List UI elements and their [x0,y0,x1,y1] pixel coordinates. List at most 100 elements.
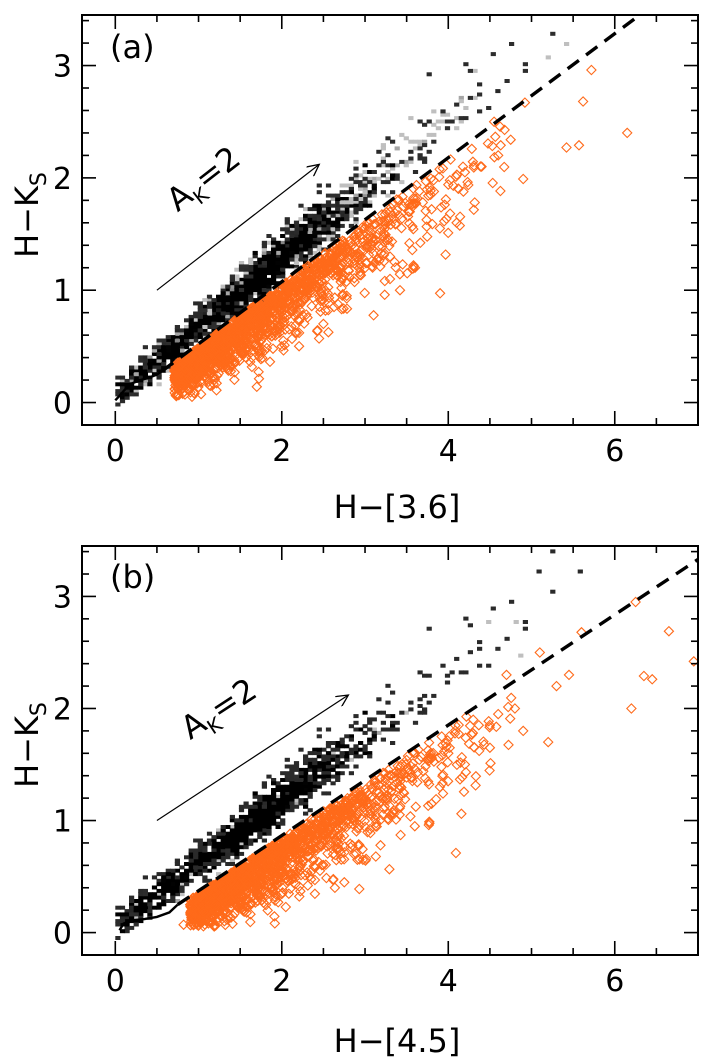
density-cell [303,757,309,762]
density-cell [151,892,158,897]
density-cell [303,207,309,212]
excess-source-marker [210,344,221,356]
excess-source-marker [357,854,369,866]
y-tick-label: 1 [53,805,72,840]
density-cell [321,778,327,782]
density-cell [119,392,126,397]
density-cell [261,257,267,262]
excess-source-marker [299,843,311,855]
density-cell [298,791,304,796]
density-cell [225,855,231,860]
density-cell [266,774,272,779]
excess-source-marker [256,855,267,867]
density-cell [179,335,185,340]
density-cell [211,862,217,866]
density-cell [348,183,354,188]
density-cell [216,855,222,860]
density-cell [234,274,240,279]
excess-source-marker [447,180,459,192]
excess-source-marker [301,825,313,837]
excess-source-marker [407,192,419,204]
excess-source-marker [169,383,180,395]
density-cell [161,885,167,890]
density-cell [275,801,281,806]
density-cell [371,183,377,188]
density-cell [330,741,336,745]
density-cell [335,234,341,238]
density-cell [353,180,359,185]
density-cell [243,291,249,296]
excess-source-marker [454,220,466,231]
density-cell [142,905,148,910]
density-cell [206,325,213,329]
density-cell [280,257,286,262]
density-cell [202,845,208,850]
density-cell [522,62,528,67]
density-cell [307,781,313,786]
density-cell [316,223,322,228]
density-cell [422,707,428,712]
density-cell [202,865,208,870]
excess-source-marker [421,221,433,232]
excess-source-marker [310,842,322,854]
density-cell [358,200,364,205]
x-tick-label: 0 [106,964,125,999]
density-cell [216,318,222,323]
excess-source-marker [281,875,293,886]
density-cell [119,382,126,387]
density-cell [362,170,368,174]
density-cell [147,365,153,370]
excess-source-marker [369,780,381,792]
excess-source-marker [573,139,585,151]
density-cell [234,835,240,840]
density-cell [142,355,148,360]
density-cell [257,274,263,279]
excess-source-marker [442,756,454,768]
excess-source-marker [309,874,321,886]
excess-source-marker [563,669,575,681]
density-cell [129,899,135,903]
density-cell [440,109,446,114]
excess-source-marker [238,333,250,344]
density-cell [220,848,226,853]
excess-source-marker [434,781,446,793]
excess-source-marker [340,795,351,807]
density-cell [367,200,373,205]
density-cell [330,213,336,218]
excess-source-marker [247,306,258,318]
density-cell [261,244,267,249]
excess-source-marker [322,287,334,299]
density-cell [275,794,281,799]
density-cell [229,298,235,303]
excess-source-marker [182,383,193,395]
excess-source-marker [424,182,436,194]
density-cell [211,855,217,860]
density-cell [124,909,130,914]
excess-source-marker [414,237,426,249]
excess-source-marker [381,782,392,793]
density-cell [312,223,318,228]
density-cell [261,254,267,259]
density-cell [298,781,304,786]
excess-source-marker [371,795,383,807]
density-cell [252,250,258,255]
density-cell [518,653,524,658]
density-cell [390,176,396,181]
excess-source-marker [315,254,327,265]
density-cell [312,771,318,776]
density-cell [234,818,240,823]
density-cell [220,311,226,316]
density-cell [188,338,194,343]
density-cell [486,663,492,668]
density-cell [193,335,199,340]
density-cell [335,757,341,762]
excess-source-marker [498,161,510,173]
density-cell [321,207,327,212]
density-cell [248,804,254,809]
density-cell [156,341,162,346]
excess-source-marker [409,820,421,832]
reddening-vector-arrow [156,695,348,822]
density-cell [165,882,171,887]
density-cell [179,865,185,870]
density-cell [142,372,148,377]
